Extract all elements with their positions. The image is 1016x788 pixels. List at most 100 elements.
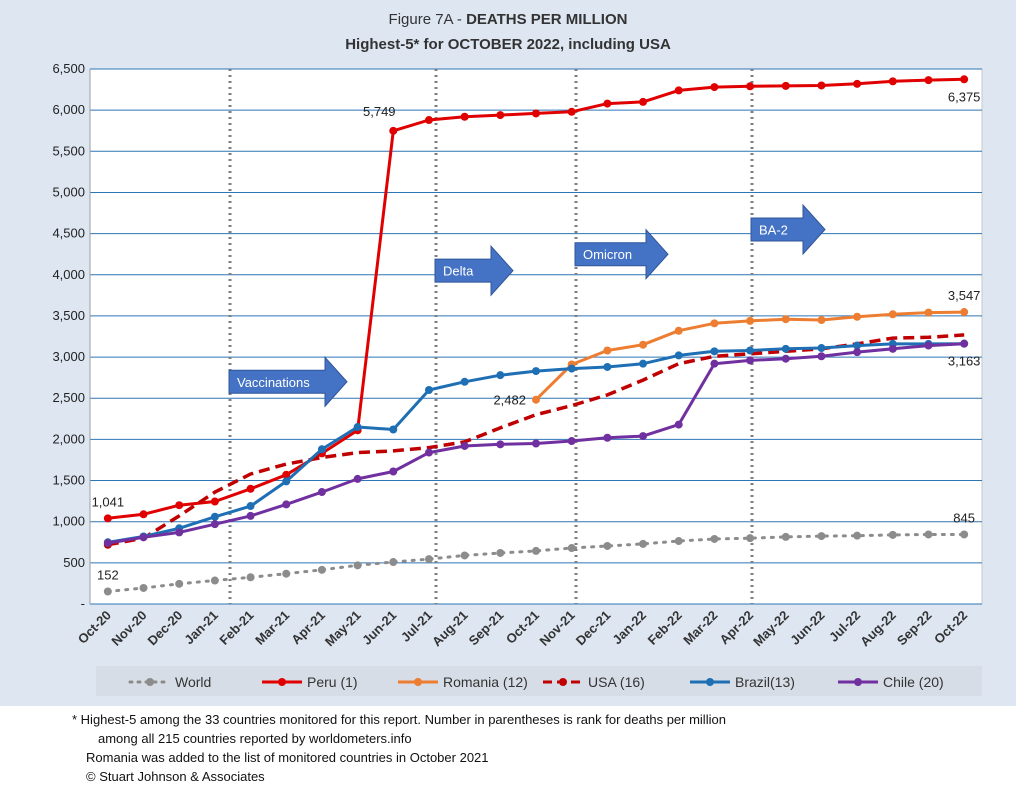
- data-point: [710, 83, 719, 92]
- data-point: [710, 359, 719, 368]
- x-tick-label: Mar-21: [252, 608, 292, 648]
- data-point: [532, 546, 540, 555]
- x-tick-label: Nov-20: [108, 608, 149, 649]
- x-tick-label: Dec-21: [573, 608, 614, 649]
- data-point: [246, 502, 255, 511]
- chart-title: Figure 7A - DEATHS PER MILLION: [388, 11, 628, 28]
- data-point: [103, 514, 112, 523]
- data-point: [888, 344, 897, 353]
- y-tick-label: 1,500: [52, 473, 85, 488]
- data-point: [603, 99, 612, 108]
- data-point: [246, 573, 255, 582]
- data-point: [924, 530, 933, 539]
- legend-swatch-marker: [146, 678, 154, 686]
- x-tick-label: Oct-21: [503, 608, 542, 647]
- data-point: [460, 441, 469, 450]
- data-point: [746, 82, 755, 91]
- data-point: [175, 579, 184, 588]
- data-label: 845: [953, 510, 975, 525]
- legend-label: USA (16): [588, 674, 645, 690]
- y-tick-label: 2,000: [52, 431, 85, 446]
- legend-item: USA (16): [543, 674, 645, 690]
- wave-label: BA-2: [759, 223, 788, 238]
- wave-arrow: Delta: [434, 244, 514, 297]
- footnote-line: Romania was added to the list of monitor…: [86, 750, 489, 765]
- data-point: [817, 532, 826, 541]
- data-point: [674, 351, 683, 360]
- wave-arrow: Omicron: [574, 228, 669, 280]
- legend-item: Peru (1): [262, 674, 358, 690]
- data-point: [674, 86, 683, 95]
- legend-item: Brazil(13): [690, 674, 795, 690]
- data-point: [710, 319, 719, 328]
- data-point: [460, 112, 469, 121]
- data-point: [817, 352, 826, 361]
- legend-swatch-marker: [854, 678, 862, 686]
- data-label: 3,163: [948, 354, 981, 369]
- data-point: [960, 308, 969, 317]
- data-point: [317, 565, 326, 574]
- legend-label: Brazil(13): [735, 674, 795, 690]
- wave-arrow-shape: [574, 228, 669, 280]
- data-point: [960, 75, 969, 84]
- data-point: [532, 367, 540, 376]
- data-point: [710, 347, 719, 356]
- legend-item: World: [128, 674, 211, 690]
- data-point: [853, 341, 862, 350]
- legend-box: [96, 666, 982, 696]
- data-point: [496, 371, 505, 380]
- data-point: [781, 532, 790, 541]
- data-point: [853, 312, 862, 321]
- data-point: [532, 109, 540, 118]
- data-label: 6,375: [948, 89, 981, 104]
- data-point: [603, 433, 612, 442]
- data-point: [674, 420, 683, 429]
- data-point: [781, 315, 790, 324]
- data-point: [460, 551, 469, 560]
- data-point: [353, 561, 362, 570]
- x-tick-label: Aug-21: [429, 608, 471, 650]
- data-point: [888, 77, 897, 86]
- legend-item: Chile (20): [838, 674, 944, 690]
- y-tick-label: 6,500: [52, 61, 85, 76]
- data-point: [746, 316, 755, 325]
- data-point: [139, 583, 148, 592]
- data-point: [924, 308, 933, 317]
- data-point: [746, 534, 755, 543]
- data-point: [210, 576, 219, 585]
- data-point: [603, 362, 612, 371]
- data-point: [746, 346, 755, 355]
- legend-label: Chile (20): [883, 674, 944, 690]
- data-point: [781, 354, 790, 363]
- data-point: [317, 445, 326, 454]
- data-point: [353, 474, 362, 483]
- wave-arrow-shape: [750, 203, 826, 256]
- x-tick-label: Dec-20: [145, 608, 186, 649]
- data-point: [389, 126, 398, 135]
- data-point: [781, 81, 790, 90]
- data-point: [282, 470, 291, 479]
- data-point: [389, 425, 398, 434]
- legend-item: Romania (12): [398, 674, 528, 690]
- data-point: [496, 111, 505, 120]
- x-tick-label: Jan-22: [609, 608, 649, 648]
- data-point: [246, 484, 255, 493]
- data-point: [317, 488, 326, 497]
- data-point: [674, 326, 683, 335]
- y-tick-label: 500: [63, 555, 85, 570]
- data-label: 152: [97, 567, 119, 582]
- data-point: [853, 531, 862, 540]
- x-tick-label: Oct-22: [931, 608, 970, 647]
- legend: World Peru (1) Romania (12) USA (16) Brazil(…: [96, 666, 982, 696]
- data-point: [175, 501, 184, 510]
- copyright-notice: © Stuart Johnson & Associates: [86, 769, 265, 784]
- data-point: [103, 539, 112, 548]
- data-point: [139, 533, 148, 542]
- data-point: [746, 356, 755, 365]
- y-tick-label: 3,500: [52, 308, 85, 323]
- chart-figure: Figure 7A - DEATHS PER MILLION Highest-5…: [0, 0, 1016, 706]
- data-point: [567, 364, 576, 373]
- data-point: [282, 477, 291, 486]
- data-point: [853, 348, 862, 357]
- data-point: [674, 537, 683, 546]
